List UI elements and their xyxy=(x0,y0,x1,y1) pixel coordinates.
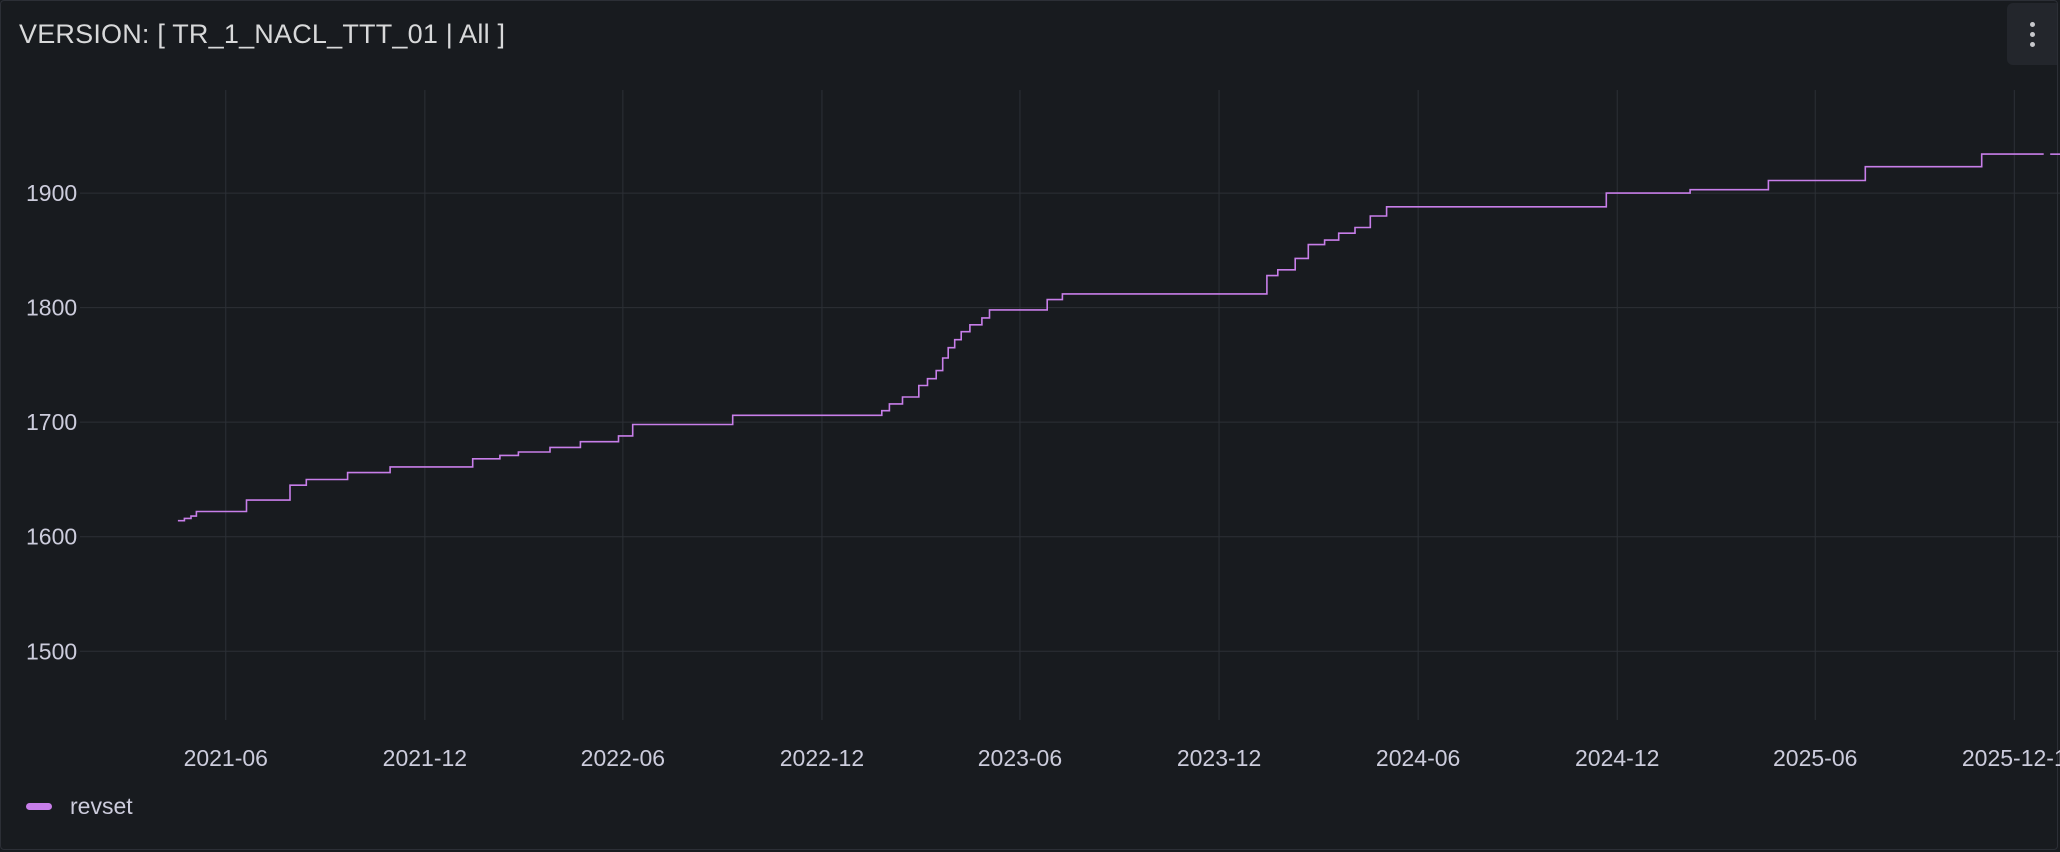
legend-label: revset xyxy=(70,793,133,819)
y-tick-label: 1600 xyxy=(26,524,77,550)
legend-swatch xyxy=(26,803,52,810)
y-tick-label: 1800 xyxy=(26,295,77,321)
panel-title: VERSION: [ TR_1_NACL_TTT_01 | All ] xyxy=(19,19,506,49)
series-line-revset xyxy=(177,153,2044,522)
x-axis: 2021-06 2021-12 2022-06 2022-12 2023-06 2023-… xyxy=(184,745,2060,771)
x-tick-label: 2024-06 xyxy=(1376,745,1460,771)
x-tick-label: 2023-12 xyxy=(1177,745,1261,771)
y-tick-label: 1900 xyxy=(26,180,77,206)
y-axis: 1500 1600 1700 1800 1900 xyxy=(26,180,77,664)
legend-item-revset[interactable]: revset xyxy=(26,793,133,820)
x-tick-label: 2022-12 xyxy=(780,745,864,771)
grid-lines xyxy=(80,90,2060,720)
x-tick-label: 2025-06 xyxy=(1773,745,1857,771)
kebab-menu-icon xyxy=(2029,21,2035,27)
series-layer xyxy=(177,153,2060,522)
x-tick-label: 2021-12 xyxy=(383,745,467,771)
kebab-menu-icon-dot xyxy=(2029,31,2035,37)
kebab-menu-icon-dot xyxy=(2029,41,2035,47)
x-tick-label: 2023-06 xyxy=(978,745,1062,771)
y-tick-label: 1500 xyxy=(26,638,77,664)
x-tick-label: 2022-06 xyxy=(581,745,665,771)
y-tick-label: 1700 xyxy=(26,409,77,435)
x-tick-label: 2025-12-1 xyxy=(1962,745,2060,771)
x-tick-label: 2021-06 xyxy=(184,745,268,771)
x-tick-label: 2024-12 xyxy=(1575,745,1659,771)
panel-menu-button[interactable] xyxy=(2007,3,2057,65)
